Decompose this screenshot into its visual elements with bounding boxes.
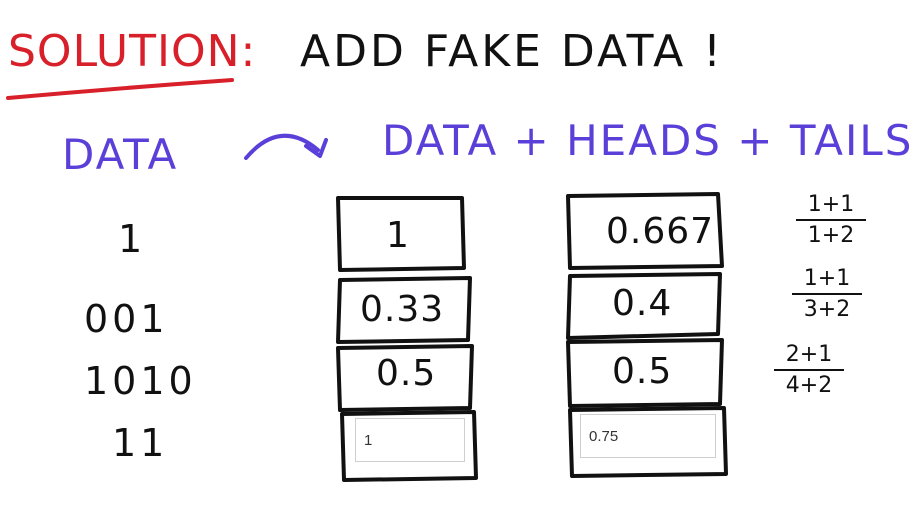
fraction-1-numerator: 1+1 [807,192,855,217]
fraction-3-denominator: 4+2 [785,373,833,398]
data-row-3: 1010 [84,359,197,403]
fraction-1-bar [796,219,866,221]
fraction-2-bar [792,293,862,295]
solution-heading: SOLUTION: [8,26,257,77]
mle-answer-input[interactable] [355,418,465,462]
fraction-3: 2+1 4+2 [774,342,844,398]
curved-arrow-head [304,138,328,158]
fraction-2: 1+1 3+2 [792,266,862,322]
data-row-2: 001 [84,297,169,341]
data-label: DATA [62,130,179,179]
mle-value-3: 0.5 [376,353,437,394]
laplace-value-1: 0.667 [606,211,715,252]
fraction-1: 1+1 1+2 [796,192,866,248]
mle-value-2: 0.33 [360,289,445,330]
fraction-2-numerator: 1+1 [803,266,851,291]
mle-column-boxes [336,196,478,482]
heading-underline [6,78,234,100]
formula-label: DATA + HEADS + TAILS [382,116,910,165]
add-fake-data-heading: ADD FAKE DATA ! [300,26,724,77]
laplace-value-2: 0.4 [612,283,673,324]
fraction-3-bar [774,369,844,371]
laplace-column-boxes [566,192,728,478]
fraction-3-numerator: 2+1 [785,342,833,367]
curved-arrow-icon [244,133,320,160]
data-row-4: 11 [112,421,169,465]
fraction-1-denominator: 1+2 [807,223,855,248]
laplace-value-3: 0.5 [612,351,673,392]
data-row-1: 1 [118,217,147,261]
mle-value-1: 1 [386,215,410,256]
fraction-2-denominator: 3+2 [803,297,851,322]
laplace-answer-input[interactable] [580,414,716,458]
